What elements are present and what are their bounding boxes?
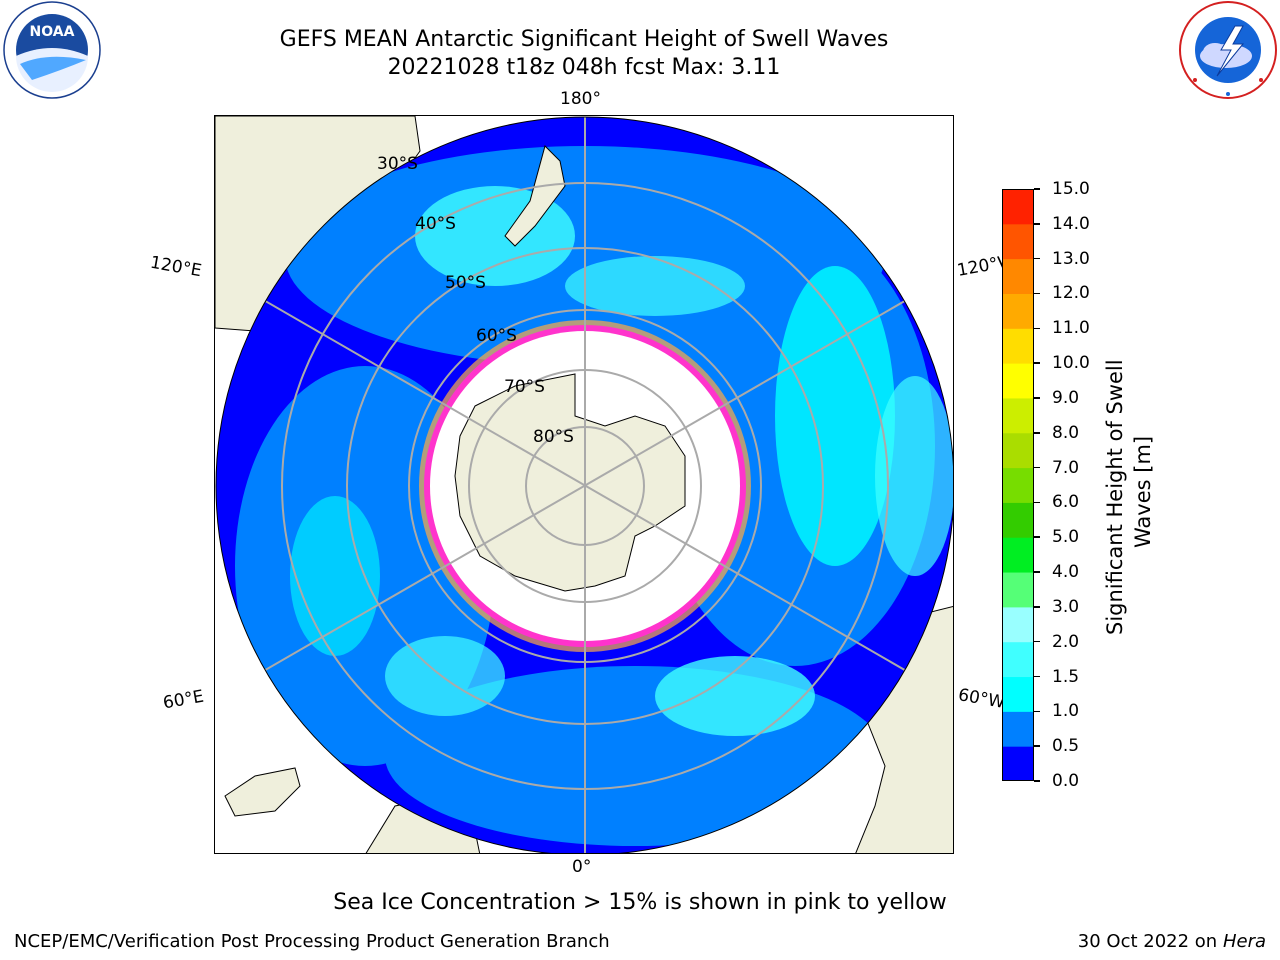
footer-host: Hera — [1222, 931, 1266, 952]
colorbar-tick-mark — [1034, 501, 1040, 504]
chart-title: GEFS MEAN Antarctic Significant Height o… — [279, 27, 889, 52]
colorbar-segment — [1002, 363, 1034, 399]
colorbar-tick-label: 10.0 — [1052, 353, 1090, 374]
colorbar-tick-label: 5.0 — [1052, 527, 1080, 548]
colorbar-tick-label: 14.0 — [1052, 213, 1090, 234]
colorbar — [1002, 189, 1034, 782]
colorbar-tick-label: 4.0 — [1052, 562, 1080, 583]
colorbar-tick-label: 15.0 — [1052, 179, 1090, 199]
colorbar-tick-mark — [1034, 466, 1040, 469]
footer-date: 30 Oct 2022 on Hera — [1078, 931, 1266, 952]
lat-label-40s: 40°S — [415, 214, 456, 234]
nws-logo — [1177, 0, 1279, 100]
colorbar-title-line2: Waves [m] — [1131, 436, 1155, 548]
colorbar-segment — [1002, 328, 1034, 364]
footer-date-prefix: 30 Oct 2022 on — [1077, 931, 1223, 952]
colorbar-segment — [1002, 537, 1034, 573]
colorbar-segment — [1002, 676, 1034, 712]
lon-label-60e: 60°E — [161, 686, 206, 714]
colorbar-tick-mark — [1034, 327, 1040, 330]
lat-label-70s: 70°S — [504, 377, 545, 397]
colorbar-tick-label: 8.0 — [1052, 422, 1080, 443]
colorbar-segment — [1002, 293, 1034, 329]
colorbar-tick-label: 7.0 — [1052, 457, 1080, 478]
lon-label-180: 180° — [560, 89, 601, 109]
colorbar-tick-label: 6.0 — [1052, 492, 1080, 513]
colorbar-tick-mark — [1034, 606, 1040, 608]
noaa-logo: NOAA — [2, 0, 102, 100]
colorbar-tick-mark — [1034, 397, 1040, 399]
colorbar-tick-mark — [1034, 745, 1040, 747]
lat-label-80s: 80°S — [533, 427, 574, 447]
lon-label-0: 0° — [572, 857, 592, 877]
colorbar-segment — [1002, 711, 1034, 747]
colorbar-tick-label: 9.0 — [1052, 387, 1080, 408]
colorbar-tick-label: 1.5 — [1052, 666, 1080, 687]
colorbar-segment — [1002, 189, 1034, 225]
colorbar-segment — [1002, 397, 1034, 434]
lat-label-30s: 30°S — [377, 154, 418, 174]
noaa-text: NOAA — [30, 24, 75, 40]
colorbar-segment — [1002, 432, 1034, 469]
colorbar-segment — [1002, 572, 1034, 608]
chart-subtitle: 20221028 t18z 048h fcst Max: 3.11 — [387, 55, 781, 80]
colorbar-title-line1: Significant Height of Swell — [1103, 359, 1127, 635]
colorbar-segment — [1002, 223, 1034, 260]
colorbar-title: Significant Height of Swell Waves [m] — [1100, 330, 1160, 640]
madagascar-land — [224, 767, 301, 817]
colorbar-tick-mark — [1034, 432, 1040, 434]
colorbar-tick-label: 0.0 — [1052, 771, 1080, 791]
polar-map: 30°S 40°S 50°S 60°S 70°S 80°S — [214, 115, 954, 854]
colorbar-tick-label: 11.0 — [1052, 318, 1090, 339]
lat-label-50s: 50°S — [445, 273, 486, 293]
lon-label-60w: 60°W — [956, 685, 1007, 713]
colorbar-tick-label: 3.0 — [1052, 596, 1080, 617]
colorbar-tick-label: 0.5 — [1052, 736, 1080, 757]
colorbar-tick-mark — [1034, 257, 1040, 260]
sea-ice-note: Sea Ice Concentration > 15% is shown in … — [333, 890, 947, 915]
colorbar-tick-mark — [1034, 362, 1040, 364]
colorbar-tick-mark — [1034, 188, 1040, 190]
lat-label-60s: 60°S — [476, 326, 517, 346]
colorbar-tick-mark — [1034, 780, 1040, 782]
colorbar-tick-label: 2.0 — [1052, 631, 1080, 652]
colorbar-segment — [1002, 606, 1034, 643]
colorbar-tick-mark — [1034, 571, 1040, 573]
colorbar-border — [1002, 189, 1034, 781]
colorbar-tick-label: 12.0 — [1052, 283, 1090, 304]
colorbar-segment — [1002, 467, 1034, 503]
colorbar-tick-mark — [1034, 710, 1040, 713]
colorbar-tick-mark — [1034, 223, 1040, 225]
colorbar-tick-label: 13.0 — [1052, 248, 1090, 269]
colorbar-tick-mark — [1034, 292, 1040, 295]
colorbar-tick-mark — [1034, 536, 1040, 538]
colorbar-tick-label: 1.0 — [1052, 701, 1080, 722]
lon-label-120e: 120°E — [148, 252, 204, 282]
colorbar-segment — [1002, 641, 1034, 678]
colorbar-tick-mark — [1034, 640, 1040, 643]
colorbar-segment — [1002, 258, 1034, 294]
footer-branch: NCEP/EMC/Verification Post Processing Pr… — [14, 931, 610, 952]
new-zealand-land — [504, 145, 566, 247]
colorbar-tick-mark — [1034, 675, 1040, 678]
colorbar-segment — [1002, 746, 1034, 782]
colorbar-segment — [1002, 502, 1034, 538]
